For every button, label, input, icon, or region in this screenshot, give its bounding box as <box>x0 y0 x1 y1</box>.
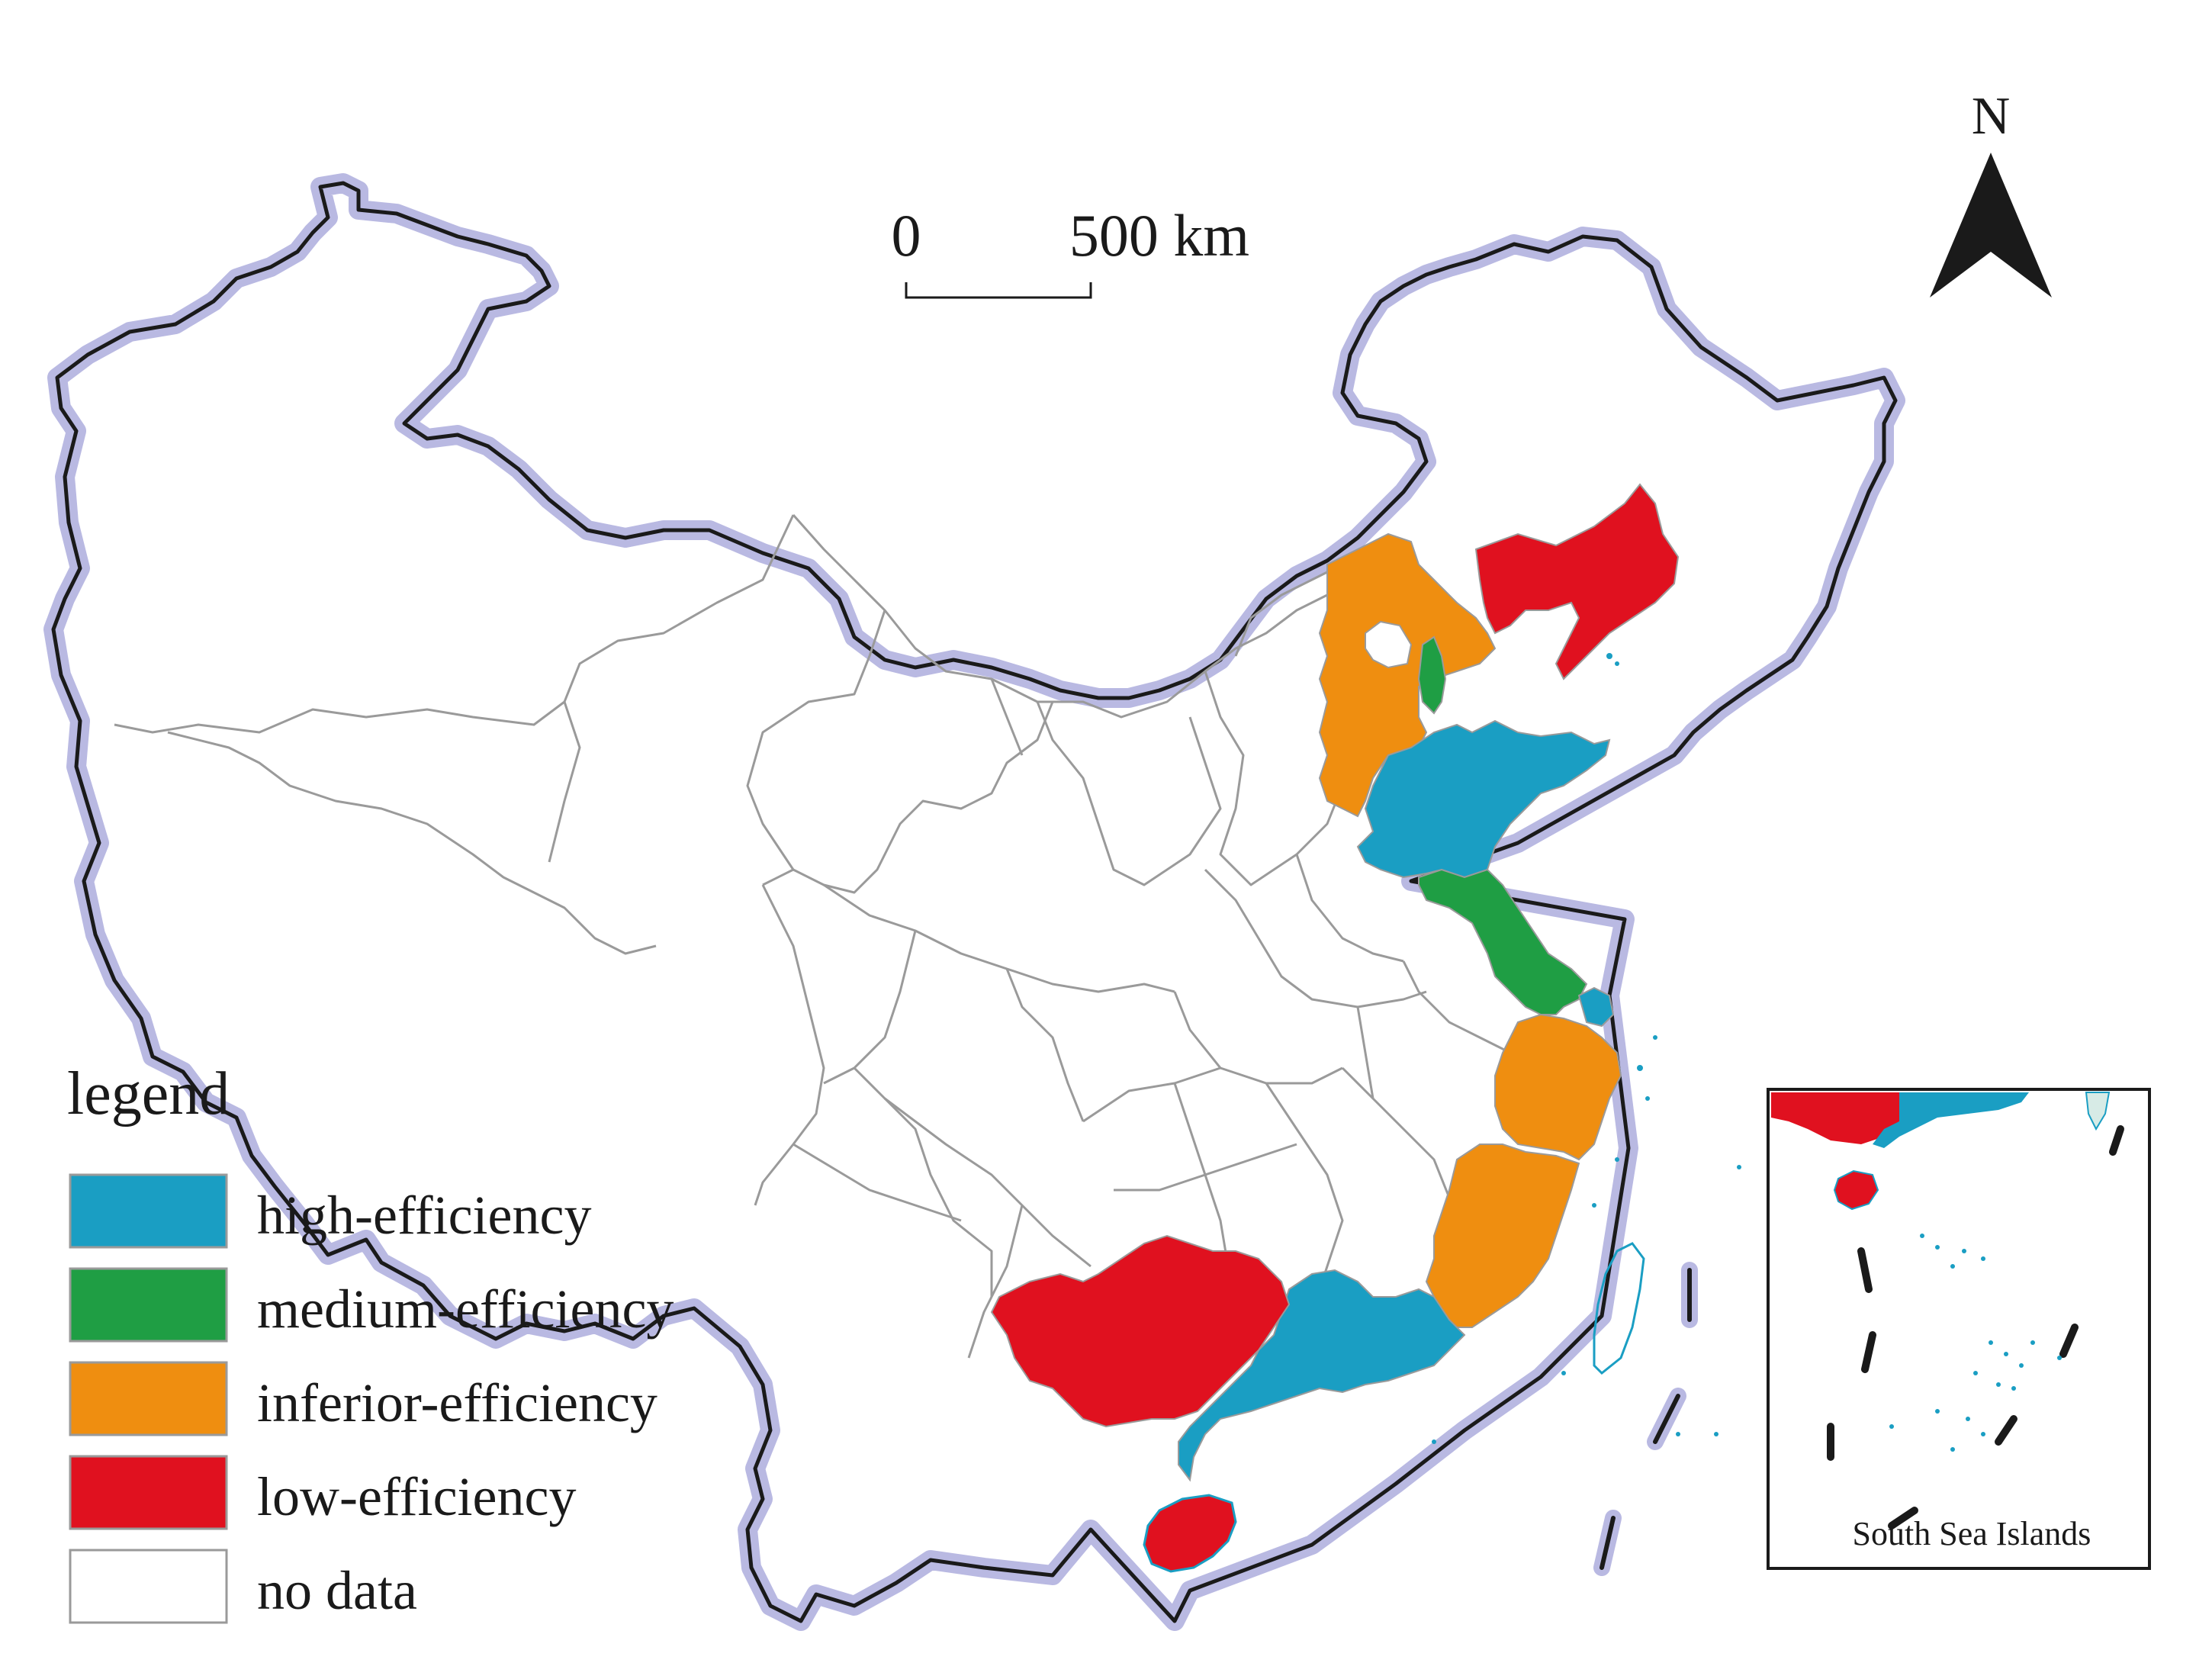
region-beijing <box>1365 620 1413 669</box>
legend-swatch-low <box>69 1455 228 1530</box>
legend-swatch-high <box>69 1173 228 1249</box>
legend-swatch-none <box>69 1549 228 1624</box>
region-liaoning <box>1474 483 1680 680</box>
region-fujian <box>1425 1144 1580 1328</box>
legend-item-low: low-efficiency <box>69 1455 576 1530</box>
inset-islands <box>1889 1234 2062 1452</box>
legend: legend high-efficiency medium-efficiency i… <box>67 1060 674 1624</box>
north-label: N <box>1972 87 2011 146</box>
legend-item-none: no data <box>69 1549 417 1624</box>
scale-bar: 0 500 km <box>892 202 1249 299</box>
inset-guangdong <box>1873 1092 2029 1148</box>
scale-bar-line <box>905 282 1092 299</box>
legend-swatch-medium <box>69 1267 228 1343</box>
sea-boundary-dashes <box>1593 1262 1698 1576</box>
legend-label-none: no data <box>257 1560 417 1621</box>
province-boundaries <box>114 514 1511 1359</box>
scale-distance-label: 500 km <box>1069 202 1249 269</box>
national-border <box>43 173 1905 1631</box>
legend-label-high: high-efficiency <box>257 1185 591 1246</box>
region-tianjin <box>1417 635 1447 715</box>
inset-taiwan <box>2085 1092 2111 1131</box>
region-shanghai <box>1577 986 1615 1028</box>
region-zhejiang <box>1494 1013 1622 1161</box>
national-border-line <box>51 181 1898 1623</box>
legend-label-inferior: inferior-efficiency <box>257 1372 657 1433</box>
scale-zero-label: 0 <box>892 202 921 269</box>
legend-item-high: high-efficiency <box>69 1173 591 1249</box>
north-arrow: N <box>1930 87 2052 298</box>
legend-item-medium: medium-efficiency <box>69 1267 674 1343</box>
region-hainan <box>1143 1494 1237 1573</box>
region-jiangsu <box>1418 868 1588 1015</box>
legend-title: legend <box>67 1060 230 1127</box>
inset-south-sea-islands: South Sea Islands <box>1767 1088 2151 1570</box>
region-guangxi <box>990 1234 1291 1428</box>
colored-provinces <box>990 483 1680 1573</box>
coastal-islands <box>1432 653 1741 1444</box>
legend-label-low: low-efficiency <box>257 1466 576 1527</box>
region-shandong <box>1356 719 1611 879</box>
taiwan-and-islands <box>1593 1242 1645 1375</box>
legend-item-inferior: inferior-efficiency <box>69 1361 657 1436</box>
legend-swatch-inferior <box>69 1361 228 1436</box>
legend-label-medium: medium-efficiency <box>257 1279 674 1340</box>
inset-label: South Sea Islands <box>1853 1515 2091 1552</box>
inset-guangxi <box>1771 1092 1899 1144</box>
north-arrow-icon <box>1930 153 2052 298</box>
inset-hainan <box>1833 1169 1879 1211</box>
region-guangdong <box>1178 1269 1466 1482</box>
inset-dashes <box>1827 1125 2124 1530</box>
inset-frame <box>1767 1088 2151 1570</box>
taiwan-outline <box>1593 1242 1645 1375</box>
